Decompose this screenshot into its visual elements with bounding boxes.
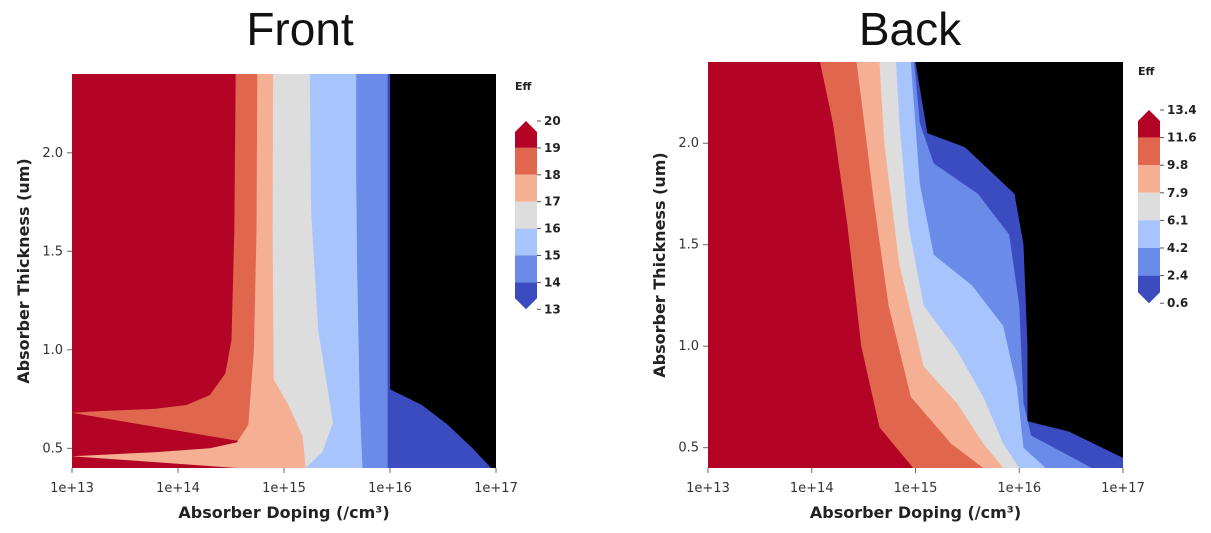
y-tick-label: 2.0 <box>42 146 63 161</box>
front-panel: Front 1e+13 1e+14 1e+15 1e+16 1e+17 0.5 1.0 1.5… <box>0 0 600 533</box>
contour-regions <box>72 74 496 468</box>
x-tick-label: 1e+16 <box>997 481 1041 496</box>
colorbar-title: Eff <box>1138 65 1155 78</box>
colorbar-tick-label: 6.1 <box>1167 213 1188 227</box>
back-panel: Back 1e+13 1e+14 1e+15 1e+16 1e+17 0.5 1.0 1.5 2… <box>610 0 1210 533</box>
x-tick-label: 1e+15 <box>262 481 306 496</box>
colorbar-segment <box>1138 192 1160 221</box>
x-tick-label: 1e+13 <box>686 481 730 496</box>
colorbar-title: Eff <box>515 80 532 93</box>
x-tick-label: 1e+14 <box>156 481 200 496</box>
colorbar-segment <box>515 282 537 310</box>
y-tick-label: 0.5 <box>678 441 699 456</box>
x-tick-label: 1e+16 <box>368 481 412 496</box>
front-contour-chart: 1e+13 1e+14 1e+15 1e+16 1e+17 0.5 1.0 1.5 2.0 Abs… <box>14 74 561 522</box>
colorbar-tick-label: 4.2 <box>1167 241 1188 255</box>
colorbar-segment <box>1138 137 1160 166</box>
colorbar-tick-label: 17 <box>544 195 561 209</box>
colorbar-tick-label: 13.4 <box>1167 103 1197 117</box>
y-tick-label: 1.0 <box>42 343 63 358</box>
colorbar-tick-label: 19 <box>544 141 561 155</box>
colorbar-segment <box>515 121 537 148</box>
colorbar-tick-label: 0.6 <box>1167 296 1188 310</box>
x-tick-label: 1e+13 <box>50 481 94 496</box>
colorbar-tick-label: 16 <box>544 222 561 236</box>
colorbar-tick-label: 20 <box>544 114 561 128</box>
colorbar-segment <box>1138 248 1160 276</box>
y-tick-label: 0.5 <box>42 441 63 456</box>
back-contour-chart: 1e+13 1e+14 1e+15 1e+16 1e+17 0.5 1.0 1.5 2.0 Abs… <box>650 62 1197 522</box>
colorbar-tick-label: 7.9 <box>1167 186 1188 200</box>
x-axis-label: Absorber Doping (/cm³) <box>178 503 389 522</box>
x-tick-label: 1e+17 <box>474 481 518 496</box>
contour-regions <box>708 62 1123 468</box>
y-tick-label: 1.5 <box>42 244 63 259</box>
back-title: Back <box>858 3 962 55</box>
colorbar-segment <box>1138 275 1160 304</box>
colorbar-segment <box>515 174 537 202</box>
front-title: Front <box>246 3 354 55</box>
y-axis-label: Absorber Thickness (um) <box>650 152 669 377</box>
colorbar-segment <box>515 255 537 283</box>
colorbar-segment <box>515 228 537 256</box>
y-tick-label: 1.5 <box>678 238 699 253</box>
contour-region-below-0.6 <box>915 62 1123 458</box>
colorbar-tick-label: 13 <box>544 302 561 316</box>
colorbar-segment <box>1138 110 1160 138</box>
y-tick-label: 1.0 <box>678 339 699 354</box>
colorbar-tick-label: 15 <box>544 249 561 263</box>
x-tick-label: 1e+15 <box>894 481 938 496</box>
colorbar-segment <box>1138 220 1160 248</box>
x-axis-label: Absorber Doping (/cm³) <box>810 503 1021 522</box>
colorbar-segment <box>515 201 537 229</box>
colorbar-tick-label: 14 <box>544 275 561 289</box>
x-tick-label: 1e+14 <box>790 481 834 496</box>
colorbar-tick-label: 9.8 <box>1167 158 1188 172</box>
contour-region-below-13 <box>390 74 496 468</box>
x-tick-label: 1e+17 <box>1101 481 1145 496</box>
colorbar-tick-label: 2.4 <box>1167 269 1188 283</box>
colorbar-segment <box>515 147 537 175</box>
y-axis-label: Absorber Thickness (um) <box>14 158 33 383</box>
colorbar-tick-label: 11.6 <box>1167 131 1197 145</box>
colorbar-tick-label: 18 <box>544 168 561 182</box>
y-tick-label: 2.0 <box>678 136 699 151</box>
colorbar-segment <box>1138 165 1160 193</box>
